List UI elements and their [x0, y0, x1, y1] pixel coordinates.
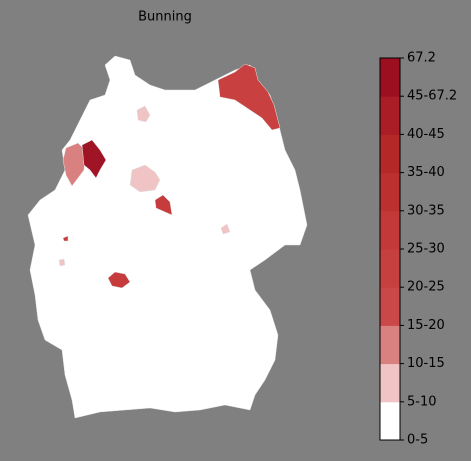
colorbar-label: 45-67.2	[407, 89, 457, 104]
map-title: Bunning	[138, 10, 192, 25]
colorbar-bin	[380, 363, 400, 403]
colorbar-label: 35-40	[407, 165, 445, 180]
colorbar-bin	[380, 249, 400, 288]
region-red-center	[154, 194, 173, 216]
colorbar-bin	[380, 134, 400, 174]
colorbar-label: 40-45	[407, 127, 445, 142]
colorbar-bin	[380, 172, 400, 212]
colorbar-bin	[380, 325, 400, 365]
colorbar-bin	[380, 58, 400, 97]
region-northeast	[217, 63, 281, 131]
colorbar-bin	[380, 287, 400, 326]
region-lightpink-center	[129, 164, 161, 193]
colorbar-label: 10-15	[407, 356, 445, 371]
colorbar-label: 25-30	[407, 242, 445, 257]
colorbar-bin	[380, 96, 400, 135]
colorbar-label: 15-20	[407, 318, 445, 333]
region-lightpink-west	[58, 258, 66, 267]
region-lightpink-north	[136, 105, 151, 123]
colorbar-label: 30-35	[407, 203, 445, 218]
colorbar-bin	[380, 401, 400, 441]
region-darkred	[81, 139, 107, 179]
colorbar-label: 5-10	[407, 394, 437, 409]
colorbar: 0-5 5-10 10-15 15-20 20-25 25-30 30-35 35-40 40-…	[379, 51, 457, 448]
germany-map	[27, 55, 308, 419]
region-northwest	[62, 142, 86, 187]
colorbar-bin	[380, 210, 400, 250]
region-lightpink-east	[220, 223, 231, 235]
colorbar-label: 0-5	[407, 433, 428, 448]
colorbar-label: 20-25	[407, 280, 445, 295]
region-red-south	[107, 271, 131, 289]
region-red-west	[62, 235, 69, 242]
colorbar-label: 67.2	[407, 51, 436, 66]
